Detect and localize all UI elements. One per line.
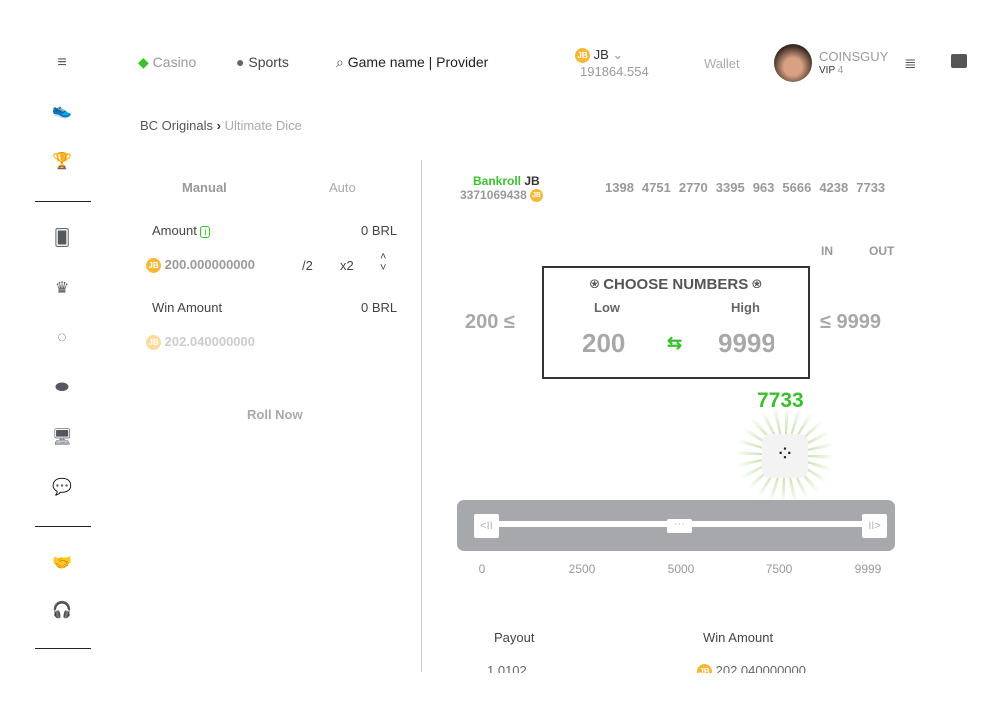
coin-icon: JB (146, 335, 161, 351)
history-item: 5666 (782, 180, 812, 195)
basketball-icon: ● (236, 54, 245, 70)
roll-now-button[interactable]: Roll Now (247, 407, 303, 422)
in-toggle[interactable]: IN (821, 244, 833, 258)
history-item: 3395 (715, 180, 745, 195)
coin-icon: JB (146, 258, 161, 274)
sports-shoe-icon[interactable]: 👟 (52, 102, 72, 119)
currency-selector[interactable]: JB JB ⌄ (575, 47, 624, 64)
tick-label: 9999 (854, 562, 882, 576)
vip-badge: VIP 4 (819, 65, 844, 76)
history-item: 7733 (856, 180, 886, 195)
stepper-icon[interactable]: ˄ ˅ (380, 251, 387, 274)
dice-icon: ⁘ (762, 434, 808, 478)
search-input[interactable]: ⌕ Game name | Provider (336, 54, 489, 70)
wallet-button[interactable]: Wallet (704, 56, 740, 71)
high-label: High (731, 300, 760, 315)
slider-handle-left[interactable]: <II (474, 514, 499, 538)
computer-icon[interactable]: 🖥 (52, 429, 73, 446)
coin-icon: JB (697, 664, 712, 673)
lottery-icon[interactable]: ⬬ (55, 379, 69, 396)
range-high: ≤ 9999 (820, 311, 882, 333)
bankroll-value: 3371069438 JB (460, 188, 544, 203)
balance: 191864.554 (580, 64, 649, 79)
menu-icon[interactable]: ≡ (57, 54, 67, 71)
cards-icon[interactable]: 🂠 (53, 230, 71, 247)
out-toggle[interactable]: OUT (869, 244, 895, 258)
crown-icon[interactable]: ♛ (54, 280, 70, 297)
win-amount-label: Win Amount (152, 300, 223, 315)
low-label: Low (594, 300, 620, 315)
payout-value: 1.0102 (487, 663, 527, 673)
breadcrumb: BC Originals › Ultimate Dice (140, 118, 302, 133)
choose-numbers-title: ⍟ CHOOSE NUMBERS ⍟ (590, 276, 762, 293)
amount-label: Amount i (152, 223, 211, 238)
tick-label: 7500 (765, 562, 793, 576)
coin-icon: JB (575, 48, 590, 64)
support-headset-icon[interactable]: 🎧 (52, 602, 72, 619)
win-fiat: 0 BRL (361, 300, 398, 315)
history-item: 1398 (605, 180, 634, 195)
history-item: 963 (752, 180, 775, 195)
star-icon: ⍟ (590, 276, 600, 293)
amount-fiat: 0 BRL (361, 223, 398, 238)
bankroll-label: Bankroll JB (473, 174, 540, 188)
history-item: 2770 (678, 180, 708, 195)
payout-label: Payout (494, 630, 535, 645)
trophy-icon[interactable]: 🏆 (52, 153, 72, 170)
panel-divider (421, 160, 422, 672)
star-icon: ⍟ (752, 276, 762, 293)
nav-sports[interactable]: ● Sports (236, 54, 289, 70)
win-value: JB 202.040000000 (697, 663, 806, 673)
tick-label: 5000 (667, 562, 695, 576)
win-label: Win Amount (703, 630, 774, 645)
half-button[interactable]: /2 (302, 258, 313, 273)
chevron-right-icon: › (216, 118, 221, 133)
info-icon: i (200, 226, 211, 238)
nav-casino[interactable]: ◆ Casino (138, 54, 197, 70)
chat-icon[interactable]: 💬 (52, 479, 72, 496)
history-item: 4238 (819, 180, 849, 195)
mail-icon[interactable] (951, 54, 967, 68)
slider-handle-middle[interactable]: ··· (667, 519, 692, 533)
history-item: 4751 (641, 180, 671, 195)
tab-auto[interactable]: Auto (329, 180, 356, 195)
tab-manual[interactable]: Manual (182, 180, 227, 195)
double-button[interactable]: x2 (340, 258, 354, 273)
slider-handle-right[interactable]: II> (862, 514, 887, 538)
high-input[interactable]: 9999 (718, 328, 774, 358)
chevron-down-icon: ⌄ (612, 47, 624, 62)
divider (35, 201, 91, 202)
tick-label: 2500 (568, 562, 596, 576)
avatar[interactable] (774, 44, 812, 82)
coin-icon: JB (530, 189, 544, 203)
amount-input[interactable]: JB 200.000000000 (146, 257, 255, 274)
roulette-icon[interactable]: ◌ (57, 329, 67, 346)
result-history: 1398 4751 2770 3395 963 5666 4238 7733 (605, 180, 885, 195)
username: COINSGUY (819, 49, 889, 64)
choose-numbers-box (542, 266, 810, 379)
casino-icon: ◆ (138, 54, 149, 70)
tick-label: 0 (478, 562, 486, 576)
search-icon: ⌕ (336, 54, 344, 70)
range-low: 200 ≤ (465, 311, 515, 333)
roll-result: 7733 (757, 389, 804, 412)
low-input[interactable]: 200 (582, 328, 626, 358)
divider (35, 526, 91, 527)
divider (35, 648, 91, 649)
win-amount-value: JB 202.040000000 (146, 334, 255, 351)
swap-icon[interactable]: ⇆ (667, 333, 683, 353)
list-icon[interactable]: ≣ (904, 55, 917, 72)
handshake-icon[interactable]: 🤝 (52, 555, 72, 572)
